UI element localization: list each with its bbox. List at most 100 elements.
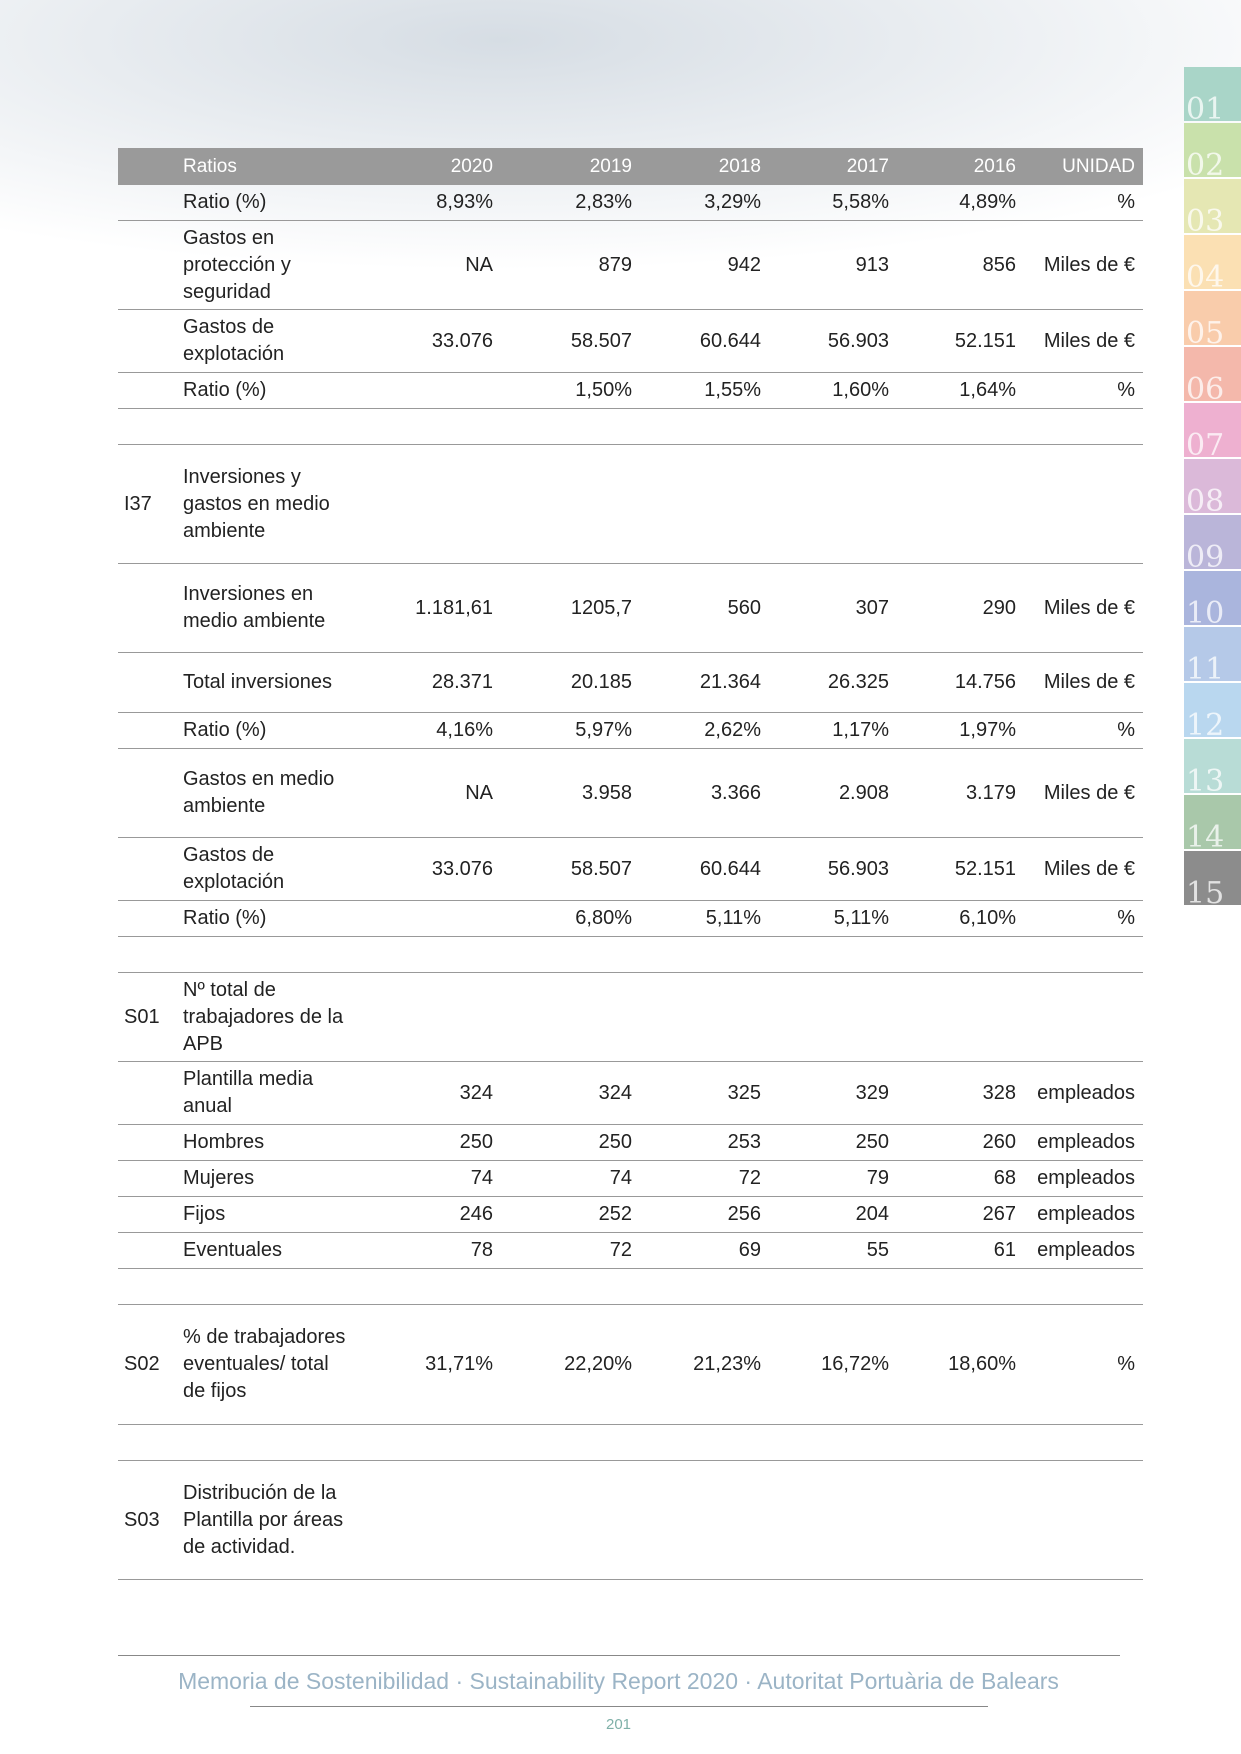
table-row: Mujeres 74 74 72 79 68 empleados [118,1160,1143,1197]
table-cell: 16,72% [769,1304,897,1425]
table-row [118,1268,1143,1305]
table-cell: 60.644 [640,837,769,901]
table-cell [1024,936,1143,973]
table-cell [380,1268,501,1305]
table-cell: NA [380,748,501,838]
table-cell: 3,29% [640,185,769,221]
table-cell: 250 [769,1124,897,1161]
table-cell: Miles de € [1024,652,1143,713]
table-row: Eventuales 78 72 69 55 61 empleados [118,1232,1143,1269]
table-cell: 69 [640,1232,769,1269]
table-cell [897,444,1024,564]
table-cell [118,900,179,937]
table-cell [501,972,640,1062]
section-tab: 03 [1184,179,1241,239]
table-cell: 58.507 [501,309,640,373]
table-row [118,936,1143,973]
table-cell: % [1024,185,1143,221]
table-cell: UNIDAD [1024,148,1143,185]
table-row: S01 Nº total de trabajadores de la APB [118,972,1143,1062]
table-cell: 6,10% [897,900,1024,937]
table-cell: 2016 [897,148,1024,185]
table-cell [1024,1424,1143,1461]
table-row: Ratio (%) 8,93% 2,83% 3,29% 5,58% 4,89%% [118,185,1143,221]
table-cell: % [1024,712,1143,749]
table-cell [380,372,501,409]
table-cell: Inversiones en medio ambiente [179,563,380,653]
table-cell: empleados [1024,1232,1143,1269]
table-cell [640,972,769,1062]
table-cell [118,1196,179,1233]
table-cell [501,1460,640,1580]
table-row [118,408,1143,445]
table-cell [769,1460,897,1580]
tab-number: 06 [1186,372,1225,407]
table-row: Ratio (%) 1,50% 1,55% 1,60% 1,64%% [118,372,1143,409]
section-tab: 14 [1184,795,1241,855]
table-cell: I37 [118,444,179,564]
table-cell [897,972,1024,1062]
table-cell: Plantilla media anual [179,1061,380,1125]
section-tab: 06 [1184,347,1241,407]
table-row [118,1424,1143,1461]
table-cell: 5,58% [769,185,897,221]
table-cell: 52.151 [897,309,1024,373]
table-cell: 3.958 [501,748,640,838]
footer-rule [250,1706,988,1707]
table-cell: empleados [1024,1196,1143,1233]
section-tab: 10 [1184,571,1241,631]
table-row: Total inversiones 28.371 20.185 21.364 26.32… [118,652,1143,713]
table-cell [118,372,179,409]
table-cell: % [1024,1304,1143,1425]
table-cell: Miles de € [1024,563,1143,653]
section-tab: 15 [1184,851,1241,911]
table-cell [179,1268,380,1305]
table-cell [501,408,640,445]
table-cell: 2018 [640,148,769,185]
tab-number: 07 [1186,428,1225,463]
table-cell: 74 [380,1160,501,1197]
table-cell [118,563,179,653]
table-row: Hombres 250 250 253 250 260 empleados [118,1124,1143,1161]
table-cell: 1,50% [501,372,640,409]
table-cell [769,444,897,564]
table-cell: 250 [501,1124,640,1161]
table-cell: 5,11% [640,900,769,937]
table-cell: Miles de € [1024,220,1143,310]
table-cell: NA [380,220,501,310]
table-cell: 56.903 [769,309,897,373]
table-cell: 60.644 [640,309,769,373]
table-cell: 20.185 [501,652,640,713]
table-cell [1024,444,1143,564]
table-cell: S03 [118,1460,179,1580]
table-cell: Inversiones y gastos en medio ambiente [179,444,380,564]
table-cell: Miles de € [1024,748,1143,838]
table-cell: 324 [380,1061,501,1125]
table-cell [380,972,501,1062]
table-cell: 21.364 [640,652,769,713]
table-cell: 55 [769,1232,897,1269]
table-row: Inversiones en medio ambiente 1.181,61 120… [118,563,1143,653]
page-number: 201 [605,1716,632,1733]
table-cell: 72 [640,1160,769,1197]
table-cell: 72 [501,1232,640,1269]
table-cell: Gastos en protección y seguridad [179,220,380,310]
table-cell: 2019 [501,148,640,185]
table-cell: Nº total de trabajadores de la APB [179,972,380,1062]
table-cell [769,1424,897,1461]
table-cell [897,408,1024,445]
table-cell [380,1460,501,1580]
table-cell [1024,1460,1143,1580]
table-cell [118,148,179,185]
table-cell: 58.507 [501,837,640,901]
table-cell: 253 [640,1124,769,1161]
tab-number: 12 [1186,708,1225,743]
table-cell: 260 [897,1124,1024,1161]
table-cell: 324 [501,1061,640,1125]
footer-title: Memoria de Sostenibilidad · Sustainabili… [178,1668,1059,1694]
tab-number: 01 [1186,92,1225,127]
table-cell [118,936,179,973]
table-cell: 1,55% [640,372,769,409]
table-row: S02% de trabajadores eventuales/ total d… [118,1304,1143,1425]
